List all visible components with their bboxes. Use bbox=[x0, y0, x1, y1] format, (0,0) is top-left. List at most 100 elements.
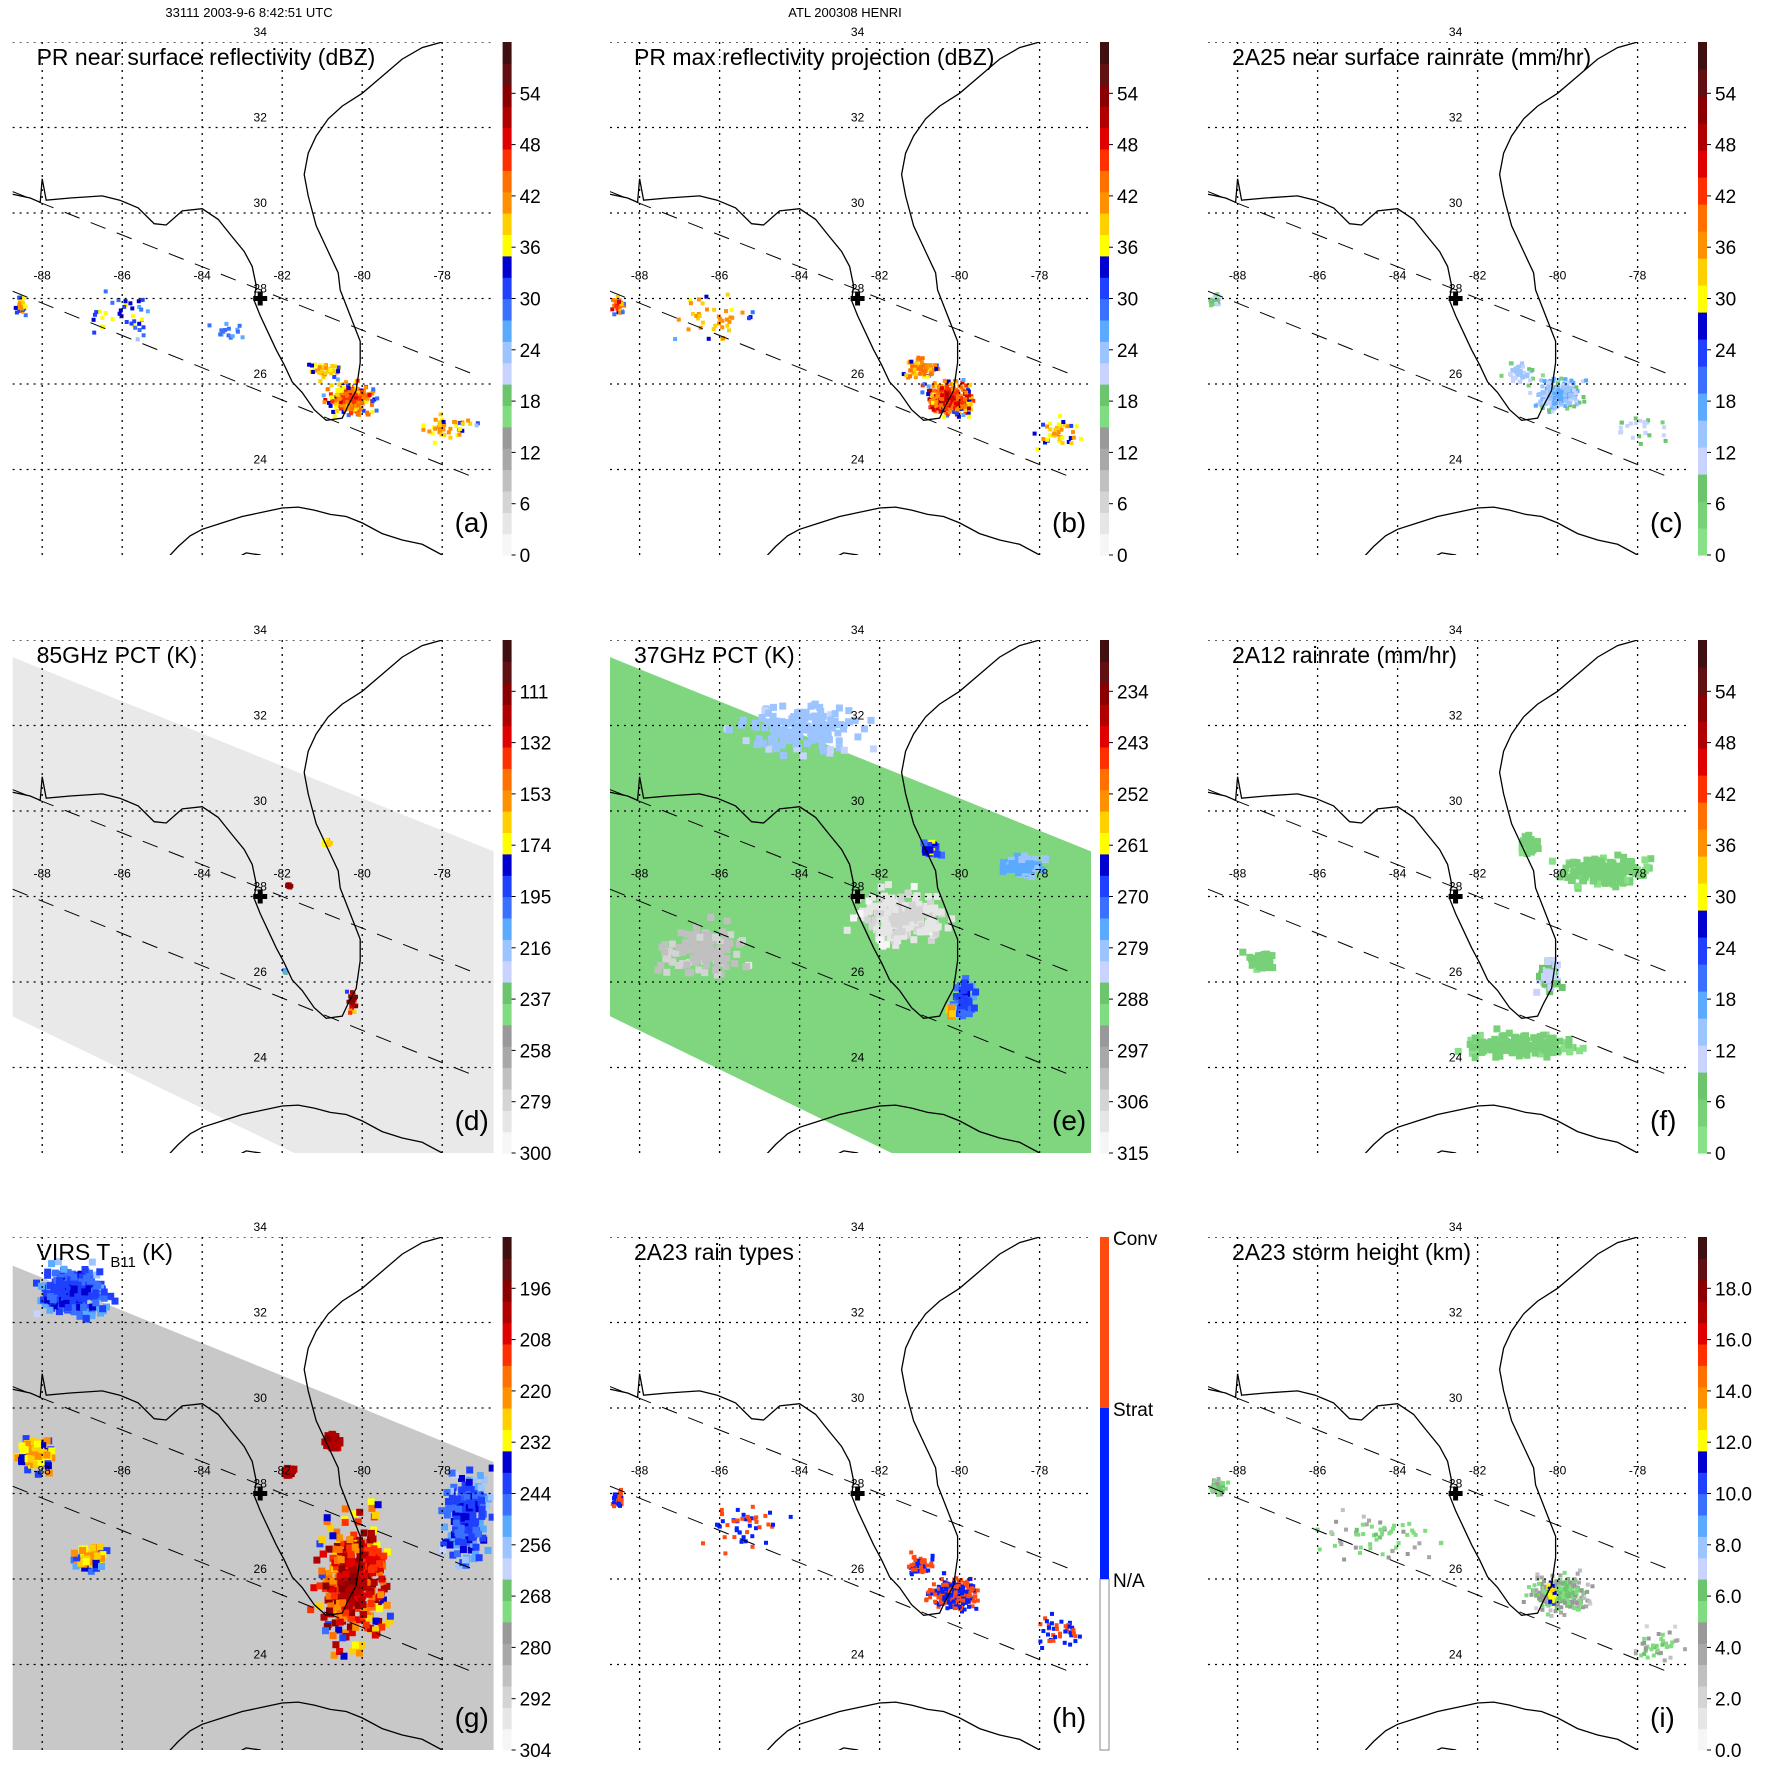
lat-label: 28 bbox=[851, 880, 865, 894]
rain-pixel bbox=[1614, 851, 1622, 859]
rain-pixel bbox=[1545, 1612, 1550, 1617]
colorbar-segment bbox=[502, 1493, 512, 1516]
rain-pixel bbox=[1049, 1621, 1054, 1626]
rain-pixel bbox=[695, 316, 700, 321]
rain-pixel bbox=[1038, 1639, 1043, 1644]
rain-pixel bbox=[322, 1627, 329, 1635]
colorbar-label: 216 bbox=[520, 939, 552, 960]
rain-pixel bbox=[616, 1502, 621, 1507]
lat-label: 28 bbox=[851, 1477, 865, 1491]
rain-pixel bbox=[967, 399, 972, 404]
lat-label: 28 bbox=[1449, 282, 1463, 296]
rain-pixel bbox=[1523, 850, 1531, 858]
colorbar-label: 12 bbox=[1715, 443, 1736, 464]
rain-pixel bbox=[77, 1559, 85, 1567]
colorbar-segment bbox=[1100, 1046, 1109, 1069]
rain-pixel bbox=[969, 1588, 974, 1593]
rain-pixel bbox=[1585, 1582, 1590, 1587]
colorbar-segment bbox=[1698, 667, 1707, 695]
rain-pixel bbox=[1552, 405, 1557, 410]
rain-pixel bbox=[878, 910, 886, 918]
rain-pixel bbox=[1547, 387, 1552, 392]
colorbar-segment bbox=[1698, 1126, 1707, 1154]
rain-pixel bbox=[845, 718, 852, 726]
rain-pixel bbox=[15, 305, 20, 310]
rain-pixel bbox=[1342, 1557, 1347, 1562]
lat-label: 30 bbox=[851, 196, 865, 210]
colorbar-segment bbox=[502, 640, 512, 662]
colorbar-segment bbox=[1698, 1018, 1707, 1046]
rain-pixel bbox=[322, 400, 327, 405]
rain-pixel bbox=[1518, 371, 1523, 375]
rain-pixel bbox=[463, 1493, 471, 1501]
rain-pixel bbox=[360, 1529, 368, 1537]
rain-pixel bbox=[1047, 1625, 1051, 1630]
rain-pixel bbox=[478, 1496, 486, 1504]
rain-pixel bbox=[1043, 1616, 1048, 1621]
rain-pixel bbox=[1054, 1627, 1059, 1631]
colorbar-segment bbox=[1100, 469, 1109, 492]
rain-pixel bbox=[1583, 870, 1590, 877]
rain-pixel bbox=[1548, 396, 1553, 401]
rain-pixel bbox=[1594, 880, 1601, 888]
rain-pixel bbox=[346, 1536, 354, 1544]
rain-pixel bbox=[316, 1540, 324, 1548]
lat-label: 34 bbox=[254, 1220, 268, 1234]
rain-pixel bbox=[914, 361, 919, 366]
rain-pixel bbox=[714, 949, 722, 957]
rain-pixel bbox=[939, 1597, 944, 1602]
lon-label: -78 bbox=[434, 866, 452, 880]
rain-pixel bbox=[717, 1524, 722, 1529]
lat-label: 26 bbox=[1449, 965, 1463, 979]
rain-pixel bbox=[895, 923, 902, 931]
rain-pixel bbox=[1239, 948, 1247, 956]
rain-pixel bbox=[754, 1519, 759, 1524]
lon-label: -82 bbox=[274, 866, 292, 880]
rain-pixel bbox=[20, 306, 24, 311]
colorbar-segment bbox=[502, 896, 512, 919]
colorbar-segment bbox=[1100, 1067, 1109, 1090]
location-marker-icon bbox=[850, 889, 865, 904]
rain-pixel bbox=[1212, 1489, 1217, 1494]
rain-pixel bbox=[334, 404, 339, 409]
colorbar-segment bbox=[1698, 1045, 1707, 1073]
rain-pixel bbox=[752, 723, 760, 731]
rain-pixel bbox=[336, 365, 341, 370]
colorbar-segment bbox=[1100, 384, 1109, 406]
colorbar-segment bbox=[502, 746, 512, 769]
map-area bbox=[1208, 1237, 1689, 1750]
rain-pixel bbox=[328, 403, 333, 408]
rain-pixel bbox=[1474, 1049, 1482, 1057]
rain-pixel bbox=[1616, 876, 1624, 884]
rain-pixel bbox=[451, 1503, 459, 1511]
rain-pixel bbox=[355, 1577, 363, 1585]
colorbar-segment bbox=[502, 234, 512, 257]
rain-pixel bbox=[325, 1545, 333, 1553]
lon-label: -84 bbox=[194, 1463, 212, 1477]
rain-pixel bbox=[358, 1553, 366, 1561]
rain-pixel bbox=[427, 429, 432, 434]
rain-pixel bbox=[897, 893, 905, 901]
rain-pixel bbox=[856, 910, 864, 918]
rain-pixel bbox=[79, 1547, 87, 1554]
orbit-time-header: 33111 2003-9-6 8:42:51 UTC bbox=[165, 5, 332, 20]
rain-pixel bbox=[1575, 402, 1579, 407]
rain-pixel bbox=[339, 1599, 347, 1607]
rain-pixel bbox=[103, 289, 108, 294]
rain-pixel bbox=[1579, 1044, 1587, 1052]
rain-pixel bbox=[948, 382, 953, 387]
rain-pixel bbox=[974, 1606, 979, 1611]
rain-pixel bbox=[1028, 871, 1036, 879]
rain-pixel bbox=[890, 918, 898, 926]
rain-pixel bbox=[1482, 1042, 1490, 1050]
rain-pixel bbox=[364, 393, 369, 398]
rain-pixel bbox=[440, 424, 445, 428]
colorbar-segment bbox=[502, 960, 512, 983]
rain-pixel bbox=[679, 960, 687, 967]
rain-pixel bbox=[56, 1285, 64, 1293]
rain-pixel bbox=[796, 708, 804, 716]
rain-pixel bbox=[952, 391, 957, 396]
rain-pixel bbox=[819, 712, 827, 720]
